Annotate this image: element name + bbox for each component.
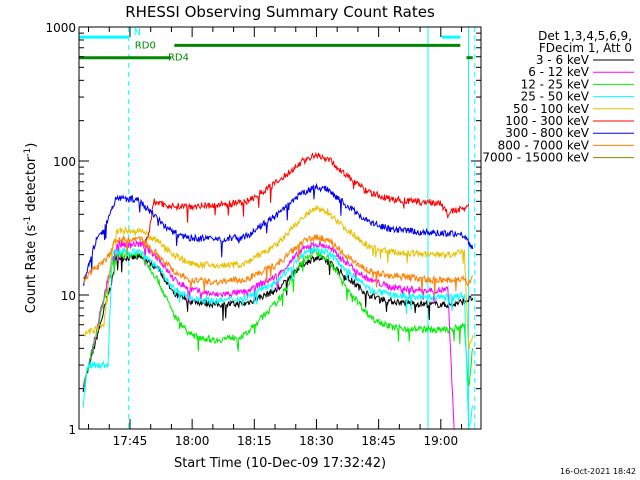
legend-label-5: 100 - 300 keV bbox=[505, 114, 589, 128]
x-tick-label-3: 18:30 bbox=[299, 434, 334, 448]
legend-label-2: 12 - 25 keV bbox=[521, 77, 590, 91]
y-tick-label-3: 1000 bbox=[45, 21, 76, 35]
y-axis-label-end: ) bbox=[24, 143, 39, 148]
legend-label-3: 25 - 50 keV bbox=[521, 90, 590, 104]
y-axis-label-sup2: -1 bbox=[23, 148, 33, 157]
y-tick-label-0: 1 bbox=[68, 423, 76, 437]
mode-bar-label-3: RD4 bbox=[168, 53, 189, 64]
y-axis-label-mid: detector bbox=[24, 156, 39, 216]
series-line-2 bbox=[83, 248, 474, 389]
series-lines bbox=[82, 151, 474, 430]
series-line-7 bbox=[82, 234, 474, 295]
footer-timestamp: 16-Oct-2021 18:42 bbox=[560, 467, 636, 476]
x-tick-label-2: 18:15 bbox=[237, 434, 272, 448]
y-axis: 1 10 100 1000 bbox=[45, 21, 481, 437]
mode-bar-label-2: RD0 bbox=[135, 40, 156, 51]
legend-label-4: 50 - 100 keV bbox=[513, 102, 590, 116]
x-axis: 17:45 18:00 18:15 18:30 18:45 19:00 bbox=[88, 27, 463, 448]
legend-label-7: 800 - 7000 keV bbox=[498, 138, 590, 152]
series-line-3 bbox=[82, 245, 474, 429]
x-tick-label-1: 18:00 bbox=[175, 434, 210, 448]
series-line-5 bbox=[144, 151, 470, 242]
y-tick-label-2: 100 bbox=[53, 155, 76, 169]
y-axis-label-sup1: -1 bbox=[23, 216, 33, 225]
y-tick-label-1: 10 bbox=[61, 289, 76, 303]
legend-header-decimation: FDecim 1, Att 0 bbox=[539, 41, 632, 55]
x-axis-label: Start Time (10-Dec-09 17:32:42) bbox=[174, 456, 386, 471]
y-axis-label-main: Count Rate (s bbox=[24, 225, 39, 314]
x-tick-label-4: 18:45 bbox=[361, 434, 396, 448]
series-line-4 bbox=[82, 204, 474, 350]
legend-label-6: 300 - 800 keV bbox=[505, 126, 589, 140]
legend-label-8: 7000 - 15000 keV bbox=[482, 151, 589, 165]
mode-bars: N RD0 RD4 bbox=[79, 27, 473, 64]
legend: Det 1,3,4,5,6,9, FDecim 1, Att 0 3 - 6 k… bbox=[482, 29, 634, 165]
y-axis-label: Count Rate (s-1 detector-1) bbox=[23, 143, 39, 314]
plot-frame bbox=[78, 26, 482, 430]
plot-area: N RD0 RD4 bbox=[78, 26, 482, 430]
legend-label-1: 6 - 12 keV bbox=[528, 65, 590, 79]
mode-bar-label-0: N bbox=[134, 27, 141, 38]
plot-background bbox=[79, 27, 481, 429]
x-tick-label-5: 19:00 bbox=[424, 434, 459, 448]
x-tick-label-0: 17:45 bbox=[113, 434, 148, 448]
series-line-6 bbox=[82, 182, 474, 287]
chart-title: RHESSI Observing Summary Count Rates bbox=[125, 3, 435, 21]
legend-header-detectors: Det 1,3,4,5,6,9, bbox=[538, 29, 632, 43]
legend-label-0: 3 - 6 keV bbox=[536, 53, 590, 67]
